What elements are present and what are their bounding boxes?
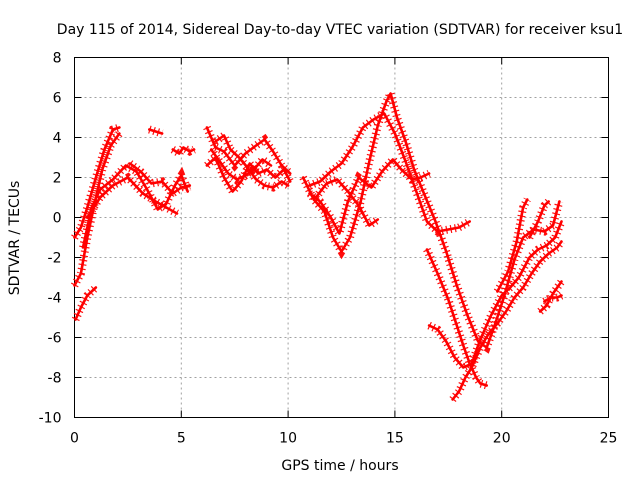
y-axis: -10 -8 -6 -4 -2 0 2 4 6 8 [39,51,609,427]
y-tick-label: -4 [48,291,62,307]
series-arc-13 [301,92,561,349]
series-arc-17 [425,248,488,387]
y-tick-label: 8 [53,51,62,67]
series-arc-6 [128,162,192,195]
series-arc-12 [209,148,273,181]
series-arc-8 [171,146,196,155]
x-axis: 0 5 10 15 20 25 [70,57,618,447]
series-arc-19 [451,240,563,401]
x-axis-label: GPS time / hours [281,458,398,474]
series-arc-7 [148,128,164,135]
x-tick-label: 20 [493,431,511,447]
series-arc-20 [496,198,529,293]
y-tick-label: -6 [48,331,62,347]
y-tick-label: 2 [53,171,62,187]
y-axis-label: SDTVAR / TECUs [7,181,23,296]
x-tick-label: 5 [177,431,186,447]
y-tick-label: -2 [48,251,62,267]
series-arc-18 [427,220,563,369]
chart-title: Day 115 of 2014, Sidereal Day-to-day VTE… [57,22,623,38]
series-arc-23 [528,200,550,239]
series-group [70,82,566,402]
series-arc-4 [81,164,189,249]
x-tick-label: 0 [70,431,79,447]
y-tick-label: 0 [53,211,62,227]
x-tick-label: 10 [279,431,297,447]
y-tick-label: -8 [48,371,62,387]
series-arc-10 [205,156,292,193]
x-tick-label: 25 [600,431,618,447]
series-arc-14 [308,112,471,233]
y-tick-label: 4 [53,131,62,147]
series-arc-1 [73,126,121,239]
series-arc-15 [308,158,431,235]
series-arc-11 [214,134,290,189]
series-arc-22 [543,294,563,303]
series-arc-5 [86,176,179,219]
series-arc-16 [314,178,380,227]
series-arc-3 [74,286,98,321]
y-tick-label: 6 [53,91,62,107]
x-tick-label: 15 [386,431,404,447]
series-arc-9 [205,126,292,175]
y-tick-label: -10 [39,411,62,427]
series-markers-arc-2 [70,131,123,288]
series-markers-arc-14 [308,108,472,236]
